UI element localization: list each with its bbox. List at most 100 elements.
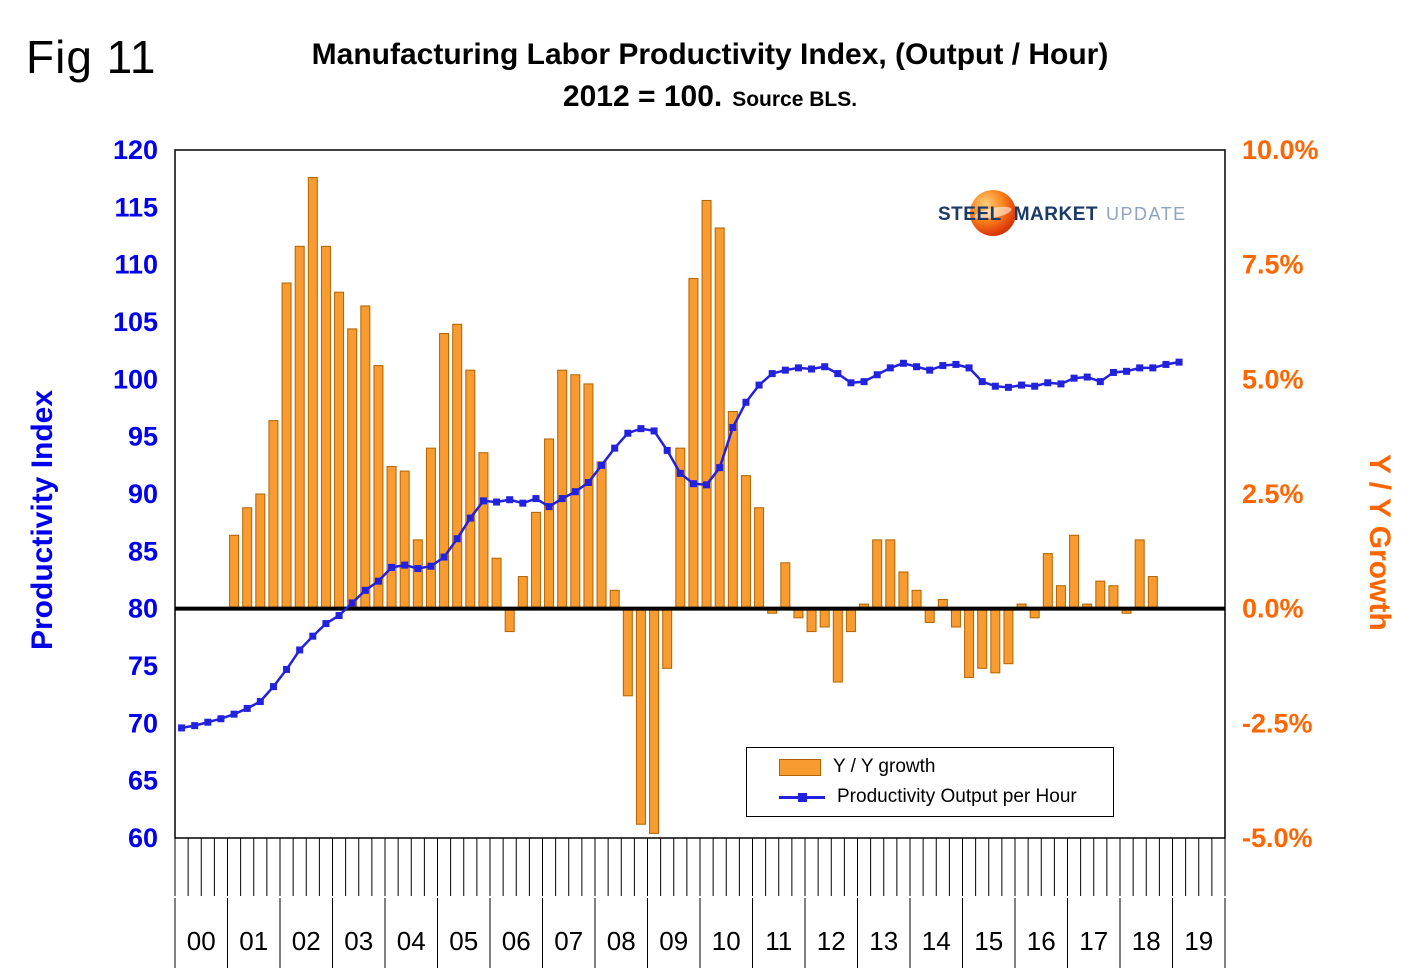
x-axis-quarter-ticks [174, 838, 1226, 896]
line-marker [663, 446, 671, 454]
left-tick-label: 90 [128, 479, 158, 509]
line-marker [939, 362, 947, 370]
growth-bar [635, 608, 646, 825]
line-marker [558, 495, 566, 503]
line-marker [506, 496, 514, 504]
growth-bar [229, 534, 240, 610]
line-marker [296, 646, 304, 654]
logo-word-market: MARKET [1013, 204, 1099, 225]
line-marker [230, 710, 238, 718]
growth-bar [740, 475, 751, 610]
line-marker [1083, 373, 1091, 381]
logo-word-update: UPDATE [1106, 204, 1187, 224]
growth-bar [819, 608, 830, 628]
line-marker [1070, 374, 1078, 382]
line-marker [1004, 383, 1012, 391]
line-marker [401, 561, 409, 569]
chart-source: Source BLS. [732, 88, 858, 111]
growth-bar [688, 277, 699, 610]
growth-bar [714, 227, 725, 610]
bar-series-label: Y / Y growth [833, 756, 936, 777]
left-tick-label: 65 [128, 766, 158, 796]
line-marker [624, 429, 632, 437]
left-tick-label: 105 [113, 307, 158, 337]
line-series-swatch [779, 792, 825, 802]
legend-row-line: Productivity Output per Hour [779, 786, 1113, 808]
line-marker [1149, 364, 1157, 372]
line-marker [676, 469, 684, 477]
growth-bar [281, 282, 292, 610]
growth-bar [911, 589, 922, 610]
growth-bar [990, 608, 1001, 674]
line-marker [479, 497, 487, 505]
growth-bar [307, 177, 318, 610]
line-marker [309, 632, 317, 640]
line-marker [991, 382, 999, 390]
logo-text: STEEL MARKET UPDATE [938, 204, 1187, 226]
right-tick-label: -5.0% [1242, 823, 1313, 853]
line-marker [519, 499, 527, 507]
growth-bar [439, 332, 450, 610]
line-marker [584, 479, 592, 487]
year-label: 11 [765, 926, 792, 956]
year-label: 05 [449, 926, 478, 956]
year-label: 14 [922, 926, 951, 956]
steel-market-update-logo: STEEL MARKET UPDATE [938, 190, 1185, 242]
growth-bar [242, 507, 253, 610]
line-marker [1123, 367, 1131, 375]
chart-subtitle: 2012 = 100. [562, 80, 723, 113]
line-marker [952, 360, 960, 368]
year-label: 01 [239, 926, 268, 956]
line-marker [440, 553, 448, 561]
line-marker [191, 722, 199, 730]
line-series-label: Productivity Output per Hour [837, 786, 1077, 807]
line-marker [821, 363, 829, 371]
growth-bar [373, 365, 384, 610]
logo-globe-icon [970, 190, 1016, 236]
line-marker [532, 495, 540, 503]
line-marker [899, 359, 907, 367]
line-marker [794, 364, 802, 372]
line-marker [978, 378, 986, 386]
line-marker [466, 514, 474, 522]
growth-bar [294, 245, 305, 610]
line-marker [1057, 380, 1065, 388]
legend-row-bar: Y / Y growth [779, 756, 1113, 778]
line-marker [689, 480, 697, 488]
left-tick-label: 75 [128, 651, 158, 681]
left-tick-label: 100 [113, 364, 158, 394]
growth-bar [1108, 585, 1119, 610]
growth-bar [806, 608, 817, 633]
growth-bar [754, 507, 765, 610]
growth-bar [1147, 576, 1158, 610]
growth-bar [1095, 580, 1106, 610]
year-label: 19 [1184, 926, 1213, 956]
growth-bar [1042, 553, 1053, 610]
year-label: 13 [869, 926, 898, 956]
left-tick-label: 120 [113, 135, 158, 165]
line-marker [283, 665, 291, 673]
growth-bar [1003, 608, 1014, 665]
left-tick-label: 95 [128, 422, 158, 452]
growth-bar [1134, 539, 1145, 610]
bar-series-swatch [779, 758, 821, 776]
growth-bar [832, 608, 843, 683]
growth-bar [530, 511, 541, 610]
left-axis-tick-labels: 60 65 70 75 80 85 90 95 100 105 110 115 120 [113, 135, 158, 853]
growth-bar [583, 383, 594, 610]
year-label: 02 [292, 926, 321, 956]
line-marker [703, 481, 711, 489]
chart-legend: Y / Y growth Productivity Output per Hou… [746, 747, 1114, 817]
line-marker [545, 503, 553, 511]
chart-subtitle-row: 2012 = 100. Source BLS. [0, 80, 1420, 114]
line-marker [742, 398, 750, 406]
year-label: 15 [974, 926, 1003, 956]
growth-bar [386, 465, 397, 610]
growth-bar [491, 557, 502, 610]
growth-bar [452, 323, 463, 610]
line-marker [243, 704, 251, 712]
right-axis-tick-labels: -5.0% -2.5% 0.0% 2.5% 5.0% 7.5% 10.0% [1242, 135, 1319, 853]
line-marker [1096, 378, 1104, 386]
line-marker [322, 620, 330, 628]
